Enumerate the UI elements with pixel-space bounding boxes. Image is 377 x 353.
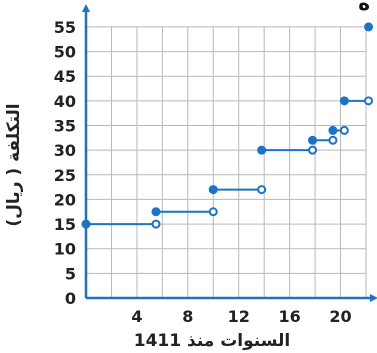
closed-point: [328, 125, 338, 135]
step-series: [81, 22, 374, 229]
x-axis-title: السنوات منذ 1411: [134, 331, 290, 351]
y-tick-label: 40: [54, 92, 76, 111]
open-point: [208, 207, 218, 217]
closed-point: [308, 135, 318, 145]
y-tick-label: 0: [65, 289, 76, 308]
closed-point: [364, 22, 374, 32]
y-tick-label: 50: [54, 43, 76, 62]
grid: [86, 26, 367, 298]
x-tick-label: 4: [131, 307, 142, 326]
open-point: [364, 96, 374, 106]
y-tick-label: 35: [54, 117, 76, 136]
closed-point: [257, 145, 267, 155]
open-point: [339, 125, 349, 135]
closed-point: [151, 207, 161, 217]
y-axis-title: التكلفة ( ريال): [4, 103, 24, 226]
y-tick-label: 5: [65, 264, 76, 283]
open-point: [328, 135, 338, 145]
y-tick-label: 20: [54, 190, 76, 209]
x-tick-label: 12: [228, 307, 250, 326]
x-tick-label: 20: [329, 307, 351, 326]
open-point: [151, 219, 161, 229]
y-tick-label: 15: [54, 215, 76, 234]
y-tick-label: 45: [54, 67, 76, 86]
y-tick-label: 25: [54, 166, 76, 185]
open-point: [257, 185, 267, 195]
x-tick-label: 8: [182, 307, 193, 326]
closed-point: [339, 96, 349, 106]
open-point: [308, 145, 318, 155]
y-tick-labels: 0 5 10 15 20 25 30 35 40 45 50 55: [54, 18, 76, 308]
axes: [82, 4, 377, 302]
closed-point: [81, 219, 91, 229]
y-tick-label: 10: [54, 240, 76, 259]
x-tick-labels: 4 8 12 16 20: [131, 307, 351, 326]
y-tick-label: 55: [54, 18, 76, 37]
corner-glyph: ه: [358, 0, 370, 15]
closed-point: [208, 185, 218, 195]
y-tick-label: 30: [54, 141, 76, 160]
x-tick-label: 16: [279, 307, 301, 326]
